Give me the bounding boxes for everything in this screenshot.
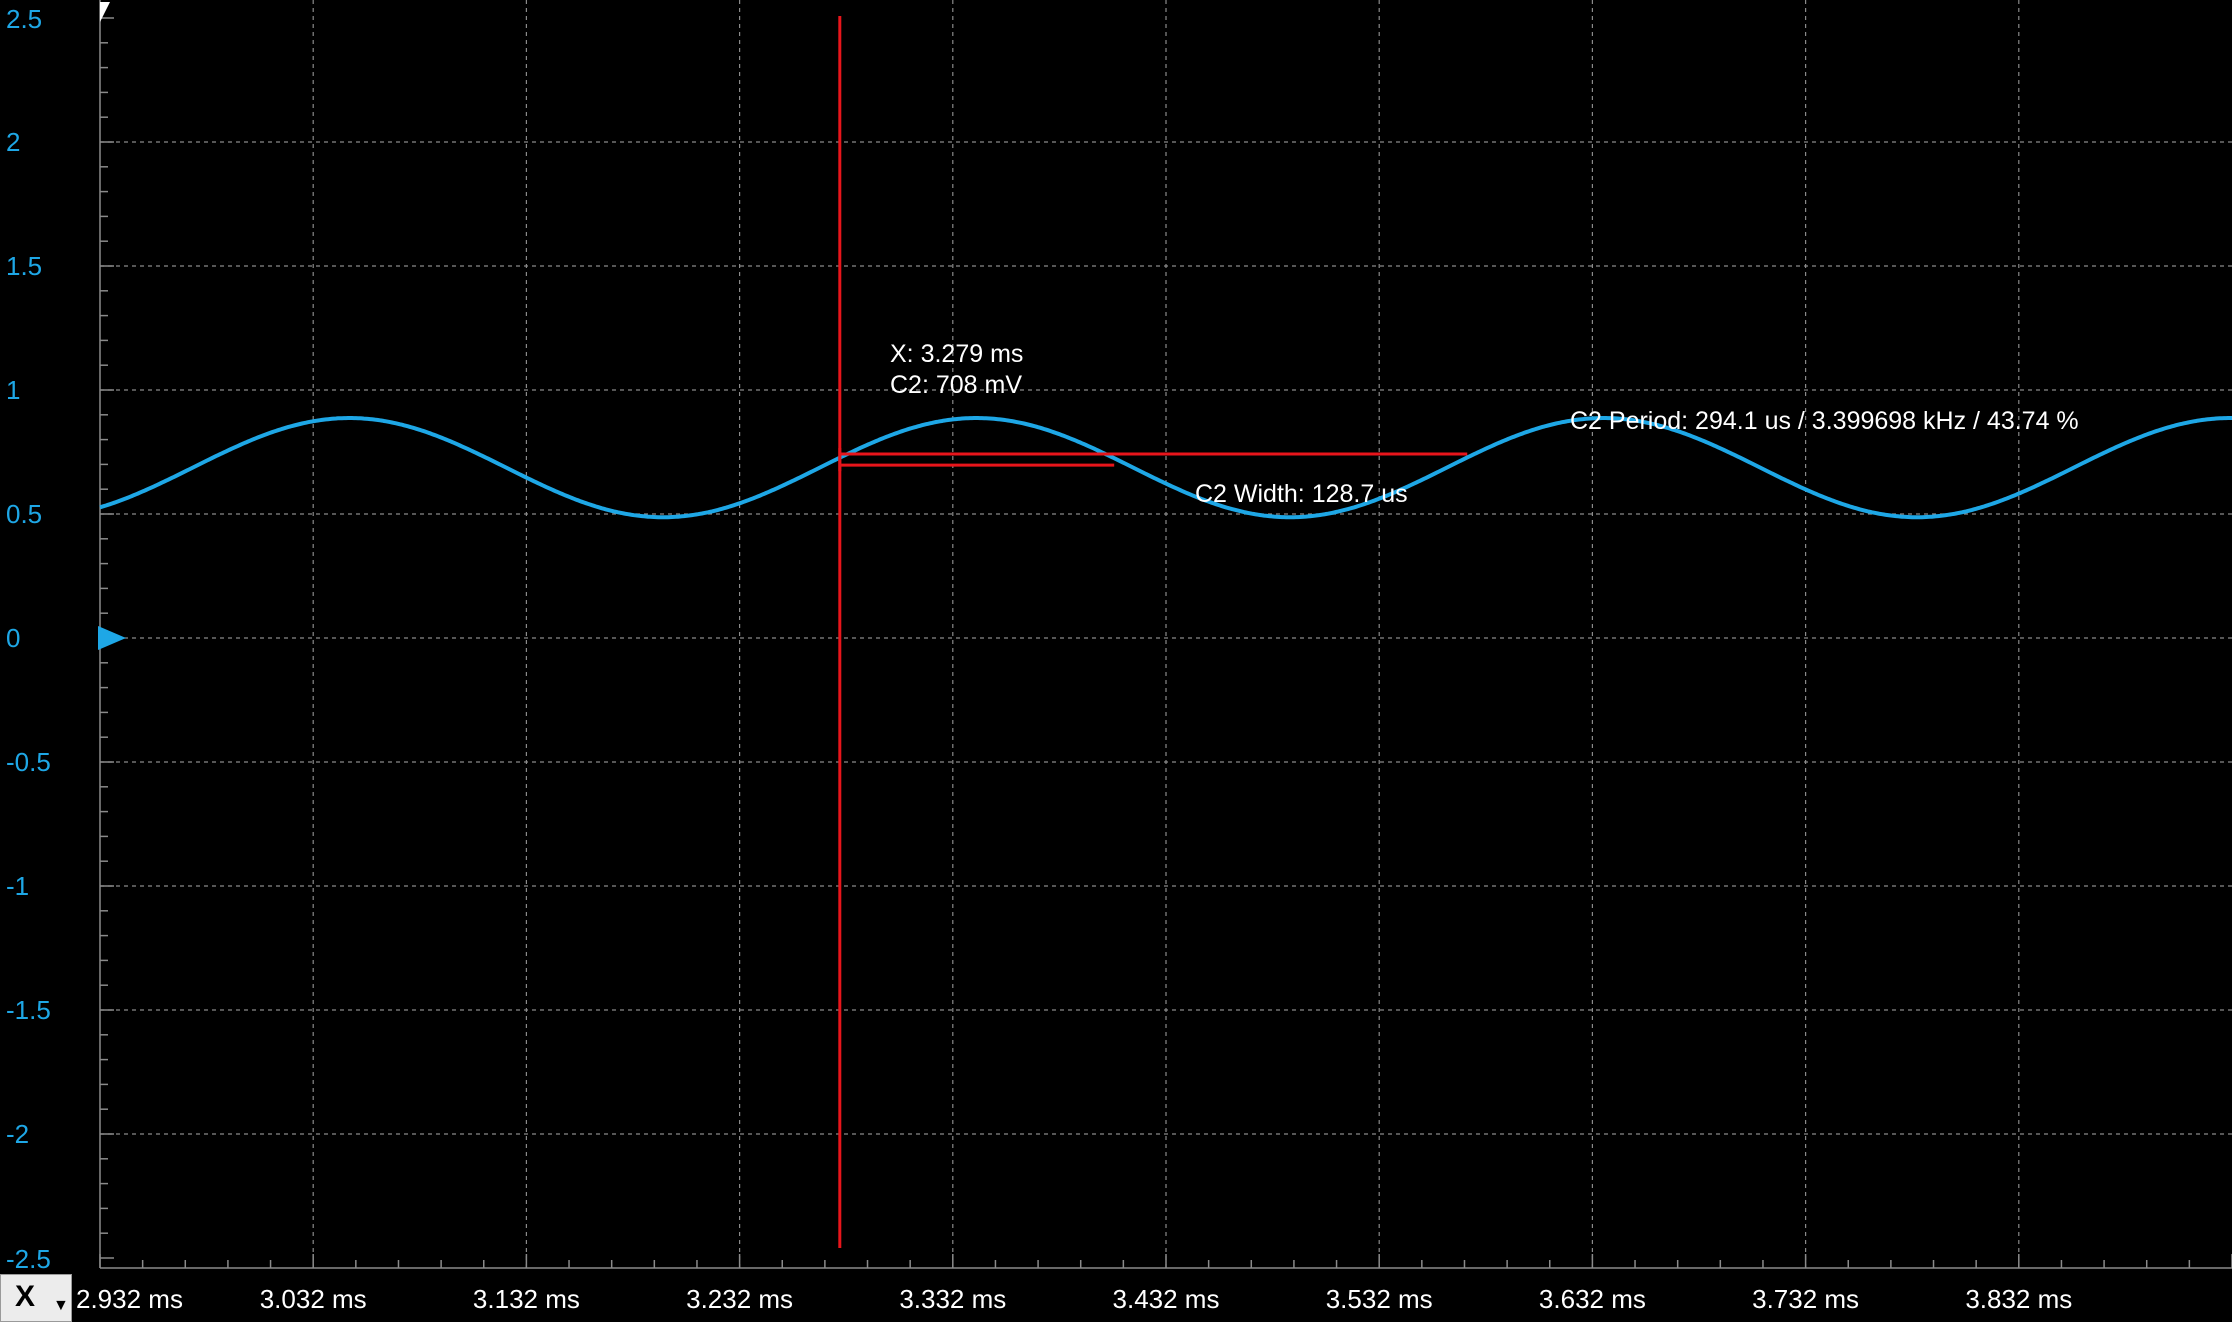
- channel-c2-trace: [99, 416, 2232, 520]
- x-tick-label: 3.132 ms: [473, 1284, 580, 1314]
- y-tick-label: 1.5: [6, 251, 42, 281]
- y-tick-label: 2.5: [6, 4, 42, 34]
- y-tick-label: -0.5: [6, 747, 51, 777]
- y-tick-label: 1: [6, 375, 20, 405]
- x-tick-label: 3.532 ms: [1326, 1284, 1433, 1314]
- cursor-c2-readout: C2: 708 mV: [890, 371, 1022, 399]
- ground-level-marker-icon[interactable]: [98, 626, 126, 650]
- x-tick-label: 3.232 ms: [686, 1284, 793, 1314]
- y-tick-label: -2: [6, 1119, 29, 1149]
- x-tick-label: 3.432 ms: [1113, 1284, 1220, 1314]
- y-tick-label: 0.5: [6, 499, 42, 529]
- y-tick-label: -2.5: [6, 1244, 51, 1274]
- x-tick-label: 3.832 ms: [1965, 1284, 2072, 1314]
- x-tick-label: 3.732 ms: [1752, 1284, 1859, 1314]
- cursor-x-readout: X: 3.279 ms: [890, 340, 1023, 368]
- period-measurement-label: C2 Period: 294.1 us / 3.399698 kHz / 43.…: [1570, 407, 2079, 435]
- x-tick-label: 2.932 ms: [76, 1284, 183, 1314]
- trigger-marker-icon[interactable]: [100, 2, 110, 22]
- x-tick-label: 3.332 ms: [899, 1284, 1006, 1314]
- y-tick-label: 2: [6, 127, 20, 157]
- x-tick-label: 3.632 ms: [1539, 1284, 1646, 1314]
- x-axis-ticks: 2.932 ms 3.032 ms 3.132 ms 3.232 ms 3.332 ms…: [76, 1284, 2072, 1314]
- axis-selector-dropdown[interactable]: X ▼: [0, 1274, 72, 1322]
- y-tick-label: -1.5: [6, 995, 51, 1025]
- caret-down-icon: ▼: [53, 1297, 69, 1314]
- grid: [99, 0, 2232, 1269]
- y-tick-label: 0: [6, 623, 20, 653]
- width-measurement-label: C2 Width: 128.7 us: [1195, 480, 1408, 508]
- y-axis-ticks: 2.5 2 1.5 1 0.5 0 -0.5 -1 -1.5 -2 -2.5: [6, 4, 51, 1274]
- cursor-overlay[interactable]: [838, 16, 1468, 1248]
- x-tick-label: 3.032 ms: [260, 1284, 367, 1314]
- axis-selector-label: X: [15, 1280, 36, 1313]
- y-tick-label: -1: [6, 871, 29, 901]
